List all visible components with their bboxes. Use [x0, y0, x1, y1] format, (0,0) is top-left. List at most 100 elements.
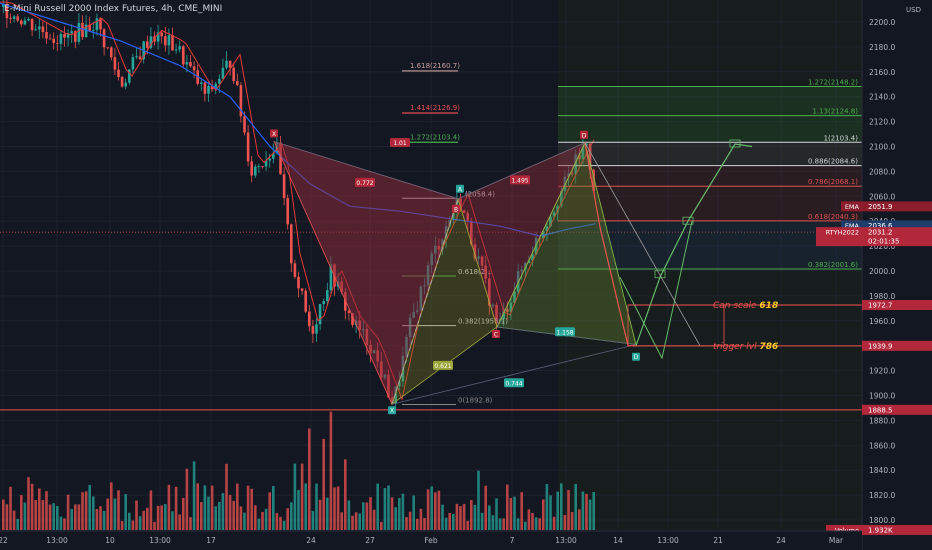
candle-body	[70, 31, 73, 34]
candle-body	[92, 30, 95, 32]
candle-body	[110, 47, 113, 58]
point-badge	[580, 130, 588, 139]
volume-bar	[556, 491, 559, 530]
candle-body	[570, 173, 574, 175]
candle-body	[311, 326, 315, 334]
candle-body	[297, 276, 300, 289]
fib-retracement-right	[558, 85, 862, 270]
tag-value: 1972.7	[868, 301, 893, 309]
tag-value: 2051.9	[868, 203, 893, 211]
price-axis-bg	[862, 0, 932, 550]
fib-level-label: 0.618(2040.3)	[808, 213, 858, 221]
fib-level-label: 1.414(2126.9)	[410, 104, 460, 112]
volume-bar	[110, 482, 113, 530]
volume-bar	[419, 508, 423, 530]
time-axis[interactable]: 22 13:00 10 13:00 17 24 27 Feb 7 13:00 14 13:00 21 24…	[0, 530, 862, 550]
candle-body	[304, 290, 307, 312]
price-axis[interactable]: USD 2200.0 2180.0 2160.0 2140.0 2120.0 2100.0 2…	[816, 0, 932, 550]
volume-bar	[495, 498, 498, 530]
price-tag: 1888.5	[862, 404, 932, 415]
volume-bar	[318, 499, 322, 530]
time-tick-label: 13:00	[46, 536, 68, 545]
candle-body	[524, 263, 527, 270]
candle-body	[560, 190, 563, 207]
point-label: C	[494, 332, 498, 339]
volume-bar	[484, 485, 487, 530]
volume-bar	[282, 520, 286, 530]
ratio-bg	[390, 138, 410, 148]
candle-body	[203, 82, 207, 94]
volume-bar	[102, 510, 106, 530]
fib-level-label: (2058.4)	[465, 190, 495, 198]
volume-bar	[437, 490, 441, 530]
volume-bar	[203, 485, 207, 530]
ratio-label: 0.772	[356, 180, 373, 187]
candle-body	[135, 56, 138, 58]
candle-body	[149, 36, 153, 48]
candle-body	[164, 36, 167, 46]
point-d2-badge	[632, 352, 640, 361]
volume-bar	[354, 512, 358, 530]
price-tag: RTYH2022 2031.202:01:35	[816, 227, 932, 247]
candle-body	[552, 212, 556, 217]
candle-body	[351, 312, 354, 325]
volume-bar	[588, 499, 592, 530]
candle-body	[527, 260, 531, 264]
volume-bar	[207, 496, 210, 530]
volume-bar	[196, 483, 199, 530]
price-tick-label: 1880.0	[869, 416, 895, 425]
candle-body	[272, 153, 275, 159]
volume-bar	[275, 513, 279, 530]
candle-body	[221, 67, 225, 79]
volume-bar	[387, 485, 390, 530]
volume-bar	[430, 486, 433, 530]
candle-body	[146, 41, 149, 48]
volume-bar	[23, 502, 27, 530]
candle-body	[192, 66, 196, 71]
time-tick-label: 13:00	[555, 536, 577, 545]
candle-body	[178, 46, 181, 50]
candle-body	[59, 33, 63, 44]
pattern-point-x2: X	[388, 406, 396, 415]
candle-body	[2, 3, 5, 8]
candle-body	[513, 291, 516, 303]
volume-bar	[308, 428, 311, 530]
volume-bar	[423, 517, 426, 530]
candle-body	[488, 278, 491, 306]
volume-bar	[441, 504, 444, 530]
volume-bar	[52, 503, 55, 530]
volume-bar	[592, 491, 595, 530]
volume-bar	[470, 500, 473, 530]
candle-body	[48, 38, 52, 40]
point-label: A	[458, 186, 463, 193]
volume-bar	[358, 513, 361, 530]
volume-bar	[160, 505, 163, 530]
ratio-badge: 1.158	[555, 327, 575, 337]
ratio-badge: 0.621	[433, 360, 453, 370]
volume-bar	[5, 504, 9, 530]
volume-bar	[315, 483, 318, 530]
symbol-title[interactable]: E-Mini Russell 2000 Index Futures, 4h, C…	[4, 4, 223, 14]
volume-bar	[581, 491, 585, 530]
volume-bar	[462, 503, 466, 530]
volume-bar	[405, 517, 408, 530]
volume-bar	[70, 509, 73, 530]
xd-line	[391, 344, 637, 405]
tag-label-bg	[826, 524, 862, 535]
volume-bar	[153, 521, 156, 530]
trigger-annotation: trigger lvl 786	[713, 342, 778, 352]
ratio-label: 1.01	[393, 140, 407, 147]
candle-body	[578, 154, 581, 160]
candle-body	[491, 304, 495, 306]
fib-zone	[558, 115, 862, 143]
candle-body	[38, 26, 41, 30]
ratio-label: 0.744	[505, 380, 522, 387]
volume-bar	[477, 470, 480, 530]
volume-bar	[250, 488, 253, 530]
candle-body	[20, 20, 23, 25]
volume-bar	[9, 486, 12, 530]
time-tick-label: 27	[365, 536, 375, 545]
volume-bar	[480, 512, 484, 530]
